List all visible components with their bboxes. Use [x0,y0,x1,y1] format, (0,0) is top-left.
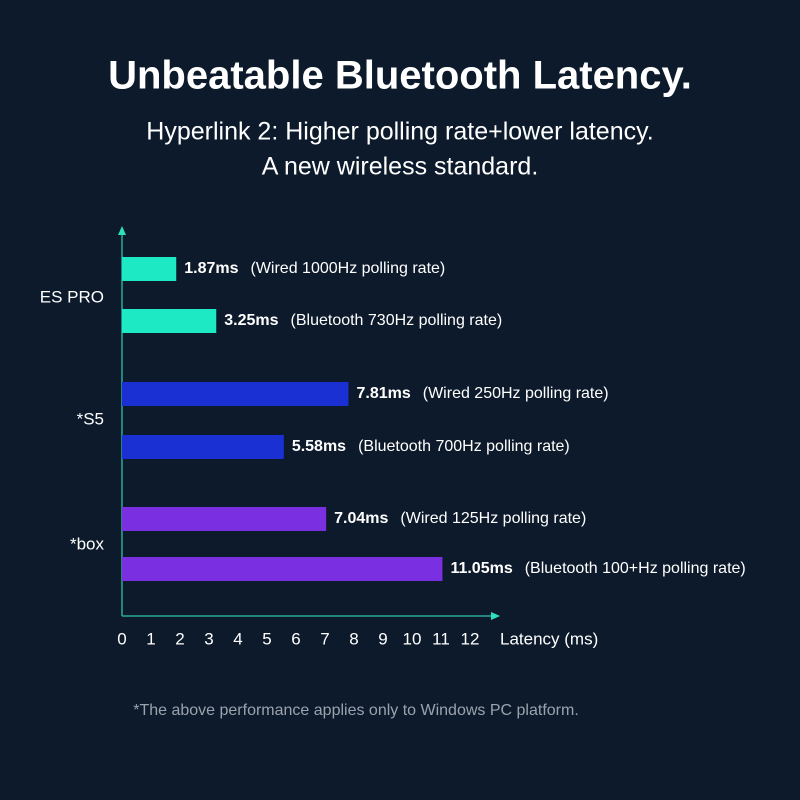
subtitle: A new wireless standard. [262,153,539,181]
x-tick-label: 9 [378,629,387,648]
x-tick-label: 5 [262,629,271,648]
bar [122,382,349,406]
x-tick-label: 0 [117,629,126,648]
x-tick-label: 4 [233,629,242,648]
value-label: 1.87ms [184,260,238,277]
value-label: 5.58ms [292,438,346,455]
category-label: ES PRO [40,287,104,306]
bar-note: (Wired 125Hz polling rate) [400,510,586,527]
subtitle: Hyperlink 2: Higher polling rate+lower l… [146,118,653,146]
bar [122,257,177,281]
axis-arrow [118,226,126,235]
value-label: 7.04ms [334,510,388,527]
x-tick-label: 11 [432,629,450,648]
bar [122,557,443,581]
bar-note: (Bluetooth 730Hz polling rate) [291,312,503,329]
chart-title: Unbeatable Bluetooth Latency. [108,54,692,98]
value-label: 11.05ms [450,560,512,577]
axis-arrow [491,612,500,620]
footnote: *The above performance applies only to W… [133,702,579,719]
value-label: 3.25ms [224,312,278,329]
category-label: *box [70,534,105,553]
x-tick-label: 3 [204,629,213,648]
x-tick-label: 7 [320,629,329,648]
x-tick-label: 6 [291,629,300,648]
bar [122,309,217,333]
bar-note: (Wired 250Hz polling rate) [423,385,609,402]
category-label: *S5 [77,409,104,428]
bar-note: (Wired 1000Hz polling rate) [250,260,445,277]
x-tick-label: 2 [175,629,184,648]
bar-note: (Bluetooth 100+Hz polling rate) [525,560,746,577]
x-tick-label: 10 [403,629,422,648]
x-tick-label: 12 [461,629,480,648]
value-label: 7.81ms [356,385,410,402]
x-axis-label: Latency (ms) [500,629,598,648]
x-tick-label: 1 [146,629,155,648]
bar [122,507,327,531]
bar-note: (Bluetooth 700Hz polling rate) [358,438,570,455]
x-tick-label: 8 [349,629,358,648]
bar [122,435,284,459]
